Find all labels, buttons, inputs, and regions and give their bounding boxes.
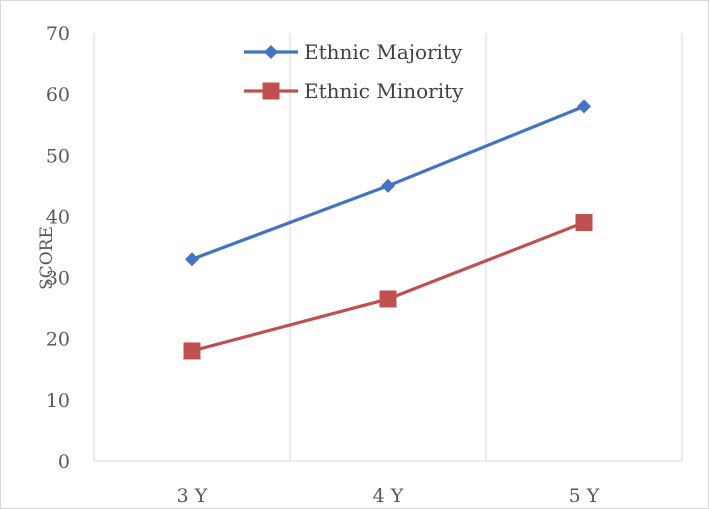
x-tick-label: 4 Y bbox=[373, 485, 404, 507]
y-axis-title: SCORE bbox=[37, 226, 57, 290]
x-tick-label: 5 Y bbox=[569, 485, 600, 507]
series-line bbox=[191, 221, 585, 353]
y-tick-label: 30 bbox=[46, 268, 70, 290]
x-tick-labels: 3 Y 4 Y 5 Y bbox=[177, 485, 600, 507]
x-tick-label: 3 Y bbox=[177, 485, 208, 507]
y-tick-label: 60 bbox=[46, 84, 70, 106]
legend-marker bbox=[262, 82, 280, 100]
axes bbox=[93, 33, 682, 462]
y-tick-label: 50 bbox=[46, 145, 70, 167]
data-point-marker bbox=[185, 252, 199, 267]
legend-marker bbox=[264, 45, 278, 59]
data-point-marker bbox=[183, 342, 201, 360]
data-point-marker bbox=[381, 178, 395, 193]
data-point-marker bbox=[379, 290, 397, 308]
y-tick-label: 70 bbox=[46, 23, 70, 45]
legend-label: Ethnic Majority bbox=[304, 40, 463, 64]
legend-label: Ethnic Minority bbox=[304, 79, 464, 103]
data-point-marker bbox=[575, 214, 593, 232]
y-tick-label: 20 bbox=[46, 329, 70, 351]
gridlines bbox=[289, 33, 683, 461]
y-tick-label: 40 bbox=[46, 206, 70, 228]
y-tick-label: 0 bbox=[58, 451, 70, 473]
legend: Ethnic Majority Ethnic Minority bbox=[244, 40, 464, 103]
y-tick-label: 10 bbox=[46, 390, 70, 412]
series-group bbox=[185, 99, 591, 267]
data-point-marker bbox=[577, 99, 591, 114]
series bbox=[183, 99, 593, 360]
series-group bbox=[183, 214, 593, 360]
y-tick-labels: 0 10 20 30 40 50 60 70 bbox=[46, 23, 70, 473]
